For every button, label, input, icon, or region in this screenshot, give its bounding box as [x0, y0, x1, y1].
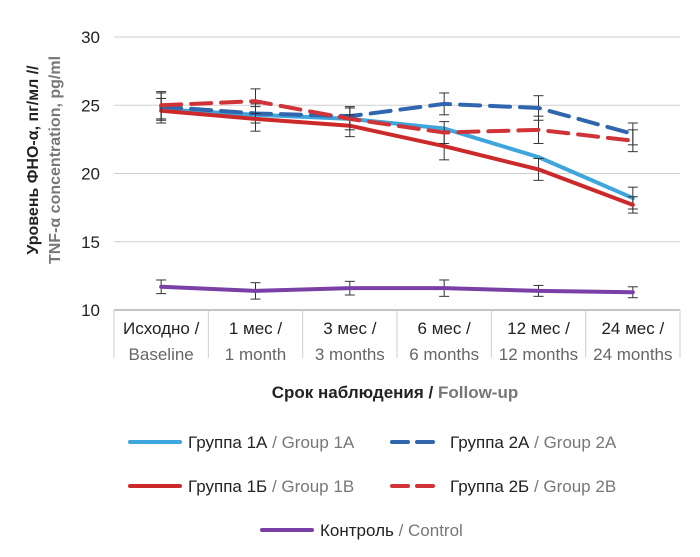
legend-item-ctrl: Контроль / Control: [260, 521, 463, 540]
x-tick-label-en: 1 month: [225, 345, 286, 364]
series-line-ctrl: [159, 284, 635, 295]
series-line-g1b: [159, 108, 635, 207]
legend-item-g2a: Группа 2А / Group 2A: [390, 433, 617, 452]
legend-item-g1b: Группа 1Б / Group 1B: [128, 477, 354, 496]
legend-label-en: / Group 1A: [267, 433, 355, 452]
y-tick-label: 10: [81, 301, 100, 320]
y-tick-label: 25: [81, 96, 100, 115]
x-tick-labels: Исходно / Baseline 1 мес / 1 month 3 мес / 3 …: [123, 319, 673, 364]
y-tick-label: 30: [81, 28, 100, 47]
legend-item-g2b: Группа 2Б / Group 2B: [390, 477, 616, 496]
x-tick-label-ru: 12 мес /: [507, 319, 570, 338]
y-axis-label-ru: Уровень ФНО-α, пг/мл //: [25, 65, 42, 255]
x-tick-label-ru: 3 мес /: [323, 319, 377, 338]
legend-label-ru: Контроль: [320, 521, 394, 540]
legend-label-en: / Control: [394, 521, 463, 540]
grid-lines: [113, 36, 681, 358]
y-tick-label: 20: [81, 165, 100, 184]
x-tick-label-en: 12 months: [499, 345, 578, 364]
y-axis-label-en: TNF-α concentration, pg/ml: [47, 56, 64, 264]
legend-label: Группа 2Б / Group 2B: [450, 477, 616, 496]
series-g2b: [156, 88, 638, 153]
series-line-g2a: [159, 101, 635, 136]
y-tick-label: 15: [81, 233, 100, 252]
legend-label-ru: Группа 1А: [188, 433, 268, 452]
legend-label-en: / Group 1B: [267, 477, 354, 496]
legend-item-g1a: Группа 1А / Group 1A: [128, 433, 355, 452]
x-axis-label-en: Follow-up: [438, 383, 518, 402]
legend: Группа 1А / Group 1A Группа 2А / Group 2A…: [128, 433, 617, 540]
legend-label-ru: Группа 2Б: [450, 477, 529, 496]
x-tick-label-ru: Исходно /: [123, 319, 200, 338]
series-line-g2b: [159, 99, 635, 143]
series-ctrl: [156, 279, 638, 300]
legend-label: Группа 2А / Group 2A: [450, 433, 617, 452]
x-axis-label-ru: Срок наблюдения /: [272, 383, 438, 402]
x-tick-label-ru: 6 мес /: [418, 319, 472, 338]
legend-label-ru: Группа 1Б: [188, 477, 267, 496]
legend-label-ru: Группа 2А: [450, 433, 530, 452]
x-tick-label-en: Baseline: [129, 345, 194, 364]
x-tick-label-en: 3 months: [315, 345, 385, 364]
legend-label: Группа 1Б / Group 1B: [188, 477, 354, 496]
y-tick-labels: 10 15 20 25 30: [81, 28, 100, 320]
x-tick-label-ru: 24 мес /: [601, 319, 664, 338]
series-line-g1a: [159, 107, 635, 201]
x-axis-label: Срок наблюдения / Follow-up: [272, 383, 519, 402]
x-tick-label-en: 24 months: [593, 345, 672, 364]
data-series: [156, 88, 638, 300]
x-tick-label-en: 6 months: [409, 345, 479, 364]
x-tick-label-ru: 1 мес /: [229, 319, 283, 338]
legend-label-en: / Group 2A: [529, 433, 617, 452]
legend-label: Группа 1А / Group 1A: [188, 433, 355, 452]
legend-label-en: / Group 2B: [529, 477, 616, 496]
legend-label: Контроль / Control: [320, 521, 463, 540]
